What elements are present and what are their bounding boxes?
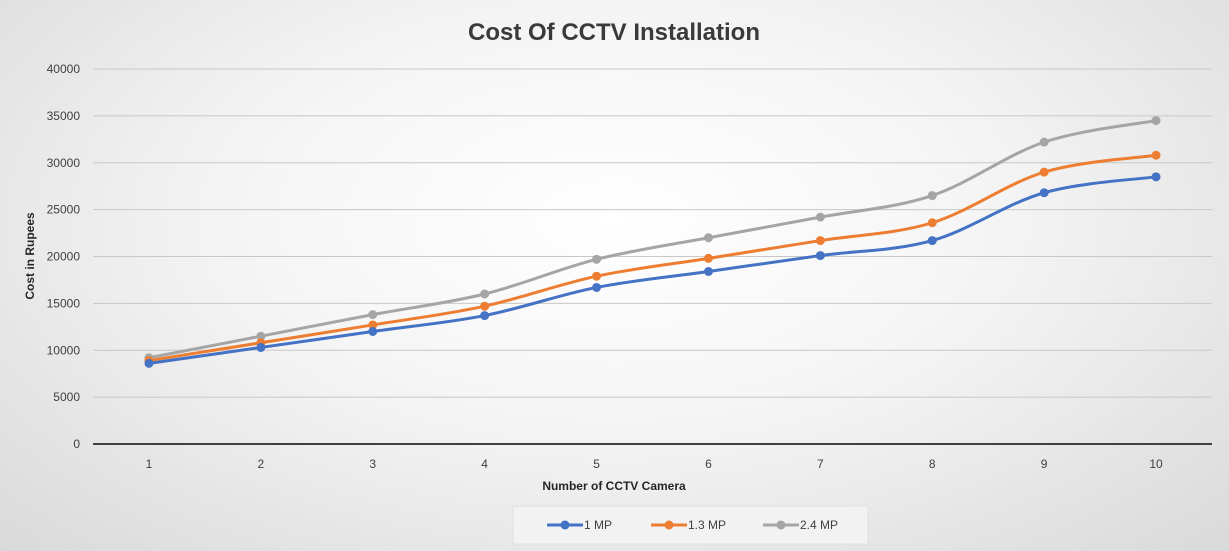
x-tick-label: 5 bbox=[593, 457, 600, 471]
y-tick-label: 30000 bbox=[47, 156, 81, 170]
y-axis-title: Cost in Rupees bbox=[23, 212, 37, 300]
legend-item: 1.3 MP bbox=[651, 518, 726, 532]
x-tick-label: 8 bbox=[929, 457, 936, 471]
y-tick-label: 20000 bbox=[47, 250, 81, 264]
data-point bbox=[592, 254, 602, 264]
x-tick-label: 6 bbox=[705, 457, 712, 471]
data-point bbox=[815, 236, 825, 246]
data-point bbox=[368, 327, 378, 336]
series-1-mp bbox=[144, 172, 1161, 368]
x-tick-label: 3 bbox=[369, 457, 376, 471]
legend-label: 1 MP bbox=[584, 518, 612, 532]
y-tick-label: 25000 bbox=[47, 203, 81, 217]
series-line bbox=[147, 153, 1158, 363]
legend-label: 1.3 MP bbox=[688, 518, 726, 532]
data-point bbox=[256, 342, 266, 352]
series-2-4-mp bbox=[144, 116, 1161, 363]
data-point bbox=[592, 282, 602, 292]
data-point bbox=[1039, 188, 1049, 198]
legend: 1 MP 1.3 MP 2.4 MP bbox=[512, 505, 869, 545]
data-point bbox=[703, 267, 713, 276]
data-point bbox=[368, 310, 378, 320]
data-point bbox=[1151, 150, 1161, 160]
x-tick-label: 9 bbox=[1041, 457, 1048, 471]
legend-label: 2.4 MP bbox=[800, 518, 838, 532]
x-tick-label: 7 bbox=[817, 457, 824, 471]
series-line bbox=[147, 175, 1158, 365]
data-point bbox=[703, 253, 713, 263]
data-point bbox=[815, 212, 825, 222]
x-tick-label: 1 bbox=[146, 457, 153, 471]
legend-swatch-marker bbox=[776, 520, 786, 530]
x-tick-label: 4 bbox=[481, 457, 488, 471]
data-point bbox=[927, 191, 937, 201]
y-tick-label: 0 bbox=[73, 437, 80, 451]
data-point bbox=[256, 331, 266, 341]
data-point bbox=[927, 236, 937, 246]
legend-swatch-marker bbox=[560, 520, 570, 530]
data-point bbox=[480, 301, 490, 311]
data-point bbox=[1151, 116, 1161, 126]
gridlines bbox=[93, 68, 1212, 445]
y-tick-label: 5000 bbox=[53, 390, 80, 404]
data-point bbox=[592, 271, 602, 281]
series-1-3-mp bbox=[144, 150, 1161, 366]
data-point bbox=[1039, 137, 1049, 147]
data-point bbox=[144, 358, 154, 368]
legend-swatch-marker bbox=[664, 520, 674, 530]
data-point bbox=[927, 218, 937, 228]
y-tick-label: 10000 bbox=[47, 343, 81, 357]
x-tick-label: 10 bbox=[1149, 457, 1163, 471]
series-line bbox=[147, 119, 1158, 360]
legend-item: 1 MP bbox=[547, 518, 612, 532]
data-point bbox=[368, 320, 378, 330]
data-point bbox=[1151, 172, 1161, 182]
y-tick-label: 35000 bbox=[47, 109, 81, 123]
data-point bbox=[703, 233, 713, 243]
x-tick-label: 2 bbox=[258, 457, 265, 471]
data-point bbox=[480, 289, 490, 299]
y-tick-label: 40000 bbox=[47, 62, 81, 76]
data-point bbox=[815, 251, 825, 261]
data-point bbox=[480, 311, 490, 321]
y-axis-tick-labels: 0 5000 10000 15000 20000 25000 30000 35000 40000 bbox=[47, 62, 81, 451]
y-tick-label: 15000 bbox=[47, 296, 81, 310]
series-lines bbox=[144, 116, 1161, 368]
legend-item: 2.4 MP bbox=[763, 518, 838, 532]
x-axis-title: Number of CCTV Camera bbox=[542, 479, 686, 493]
chart-title: Cost Of CCTV Installation bbox=[468, 19, 760, 46]
x-axis-tick-labels: 1 2 3 4 5 6 7 8 9 10 bbox=[146, 457, 1163, 471]
data-point bbox=[1039, 167, 1049, 177]
